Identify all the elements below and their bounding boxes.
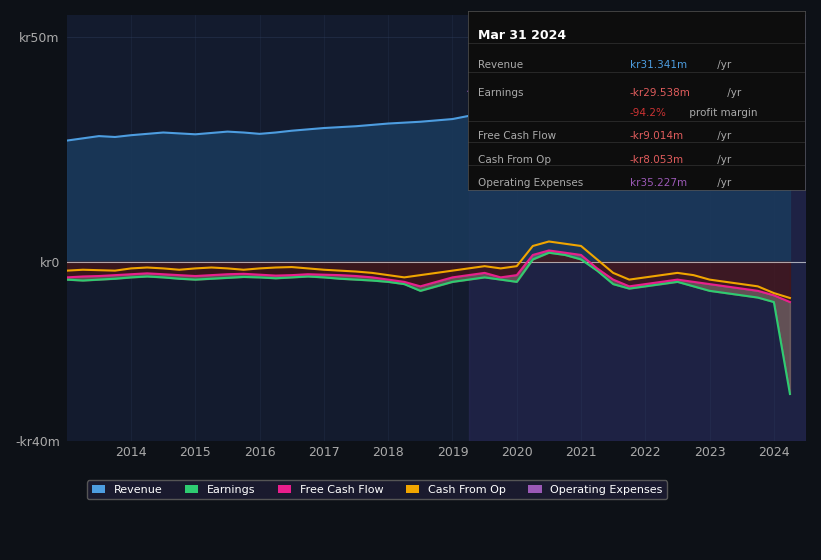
Text: /yr: /yr: [714, 131, 732, 141]
Text: -kr9.014m: -kr9.014m: [630, 131, 684, 141]
Text: Cash From Op: Cash From Op: [478, 155, 551, 165]
Text: Operating Expenses: Operating Expenses: [478, 178, 583, 188]
Text: /yr: /yr: [714, 155, 732, 165]
Text: Mar 31 2024: Mar 31 2024: [478, 29, 566, 42]
Text: kr31.341m: kr31.341m: [630, 59, 686, 69]
Text: kr35.227m: kr35.227m: [630, 178, 686, 188]
Bar: [469, 15, 806, 441]
Legend: Revenue, Earnings, Free Cash Flow, Cash From Op, Operating Expenses: Revenue, Earnings, Free Cash Flow, Cash …: [87, 480, 667, 500]
Text: profit margin: profit margin: [686, 108, 758, 118]
Text: /yr: /yr: [714, 178, 732, 188]
Text: Free Cash Flow: Free Cash Flow: [478, 131, 556, 141]
Text: -94.2%: -94.2%: [630, 108, 667, 118]
Text: -kr8.053m: -kr8.053m: [630, 155, 684, 165]
Text: /yr: /yr: [714, 59, 732, 69]
Text: /yr: /yr: [724, 88, 741, 98]
Text: -kr29.538m: -kr29.538m: [630, 88, 690, 98]
Text: Earnings: Earnings: [478, 88, 524, 98]
Text: Revenue: Revenue: [478, 59, 523, 69]
